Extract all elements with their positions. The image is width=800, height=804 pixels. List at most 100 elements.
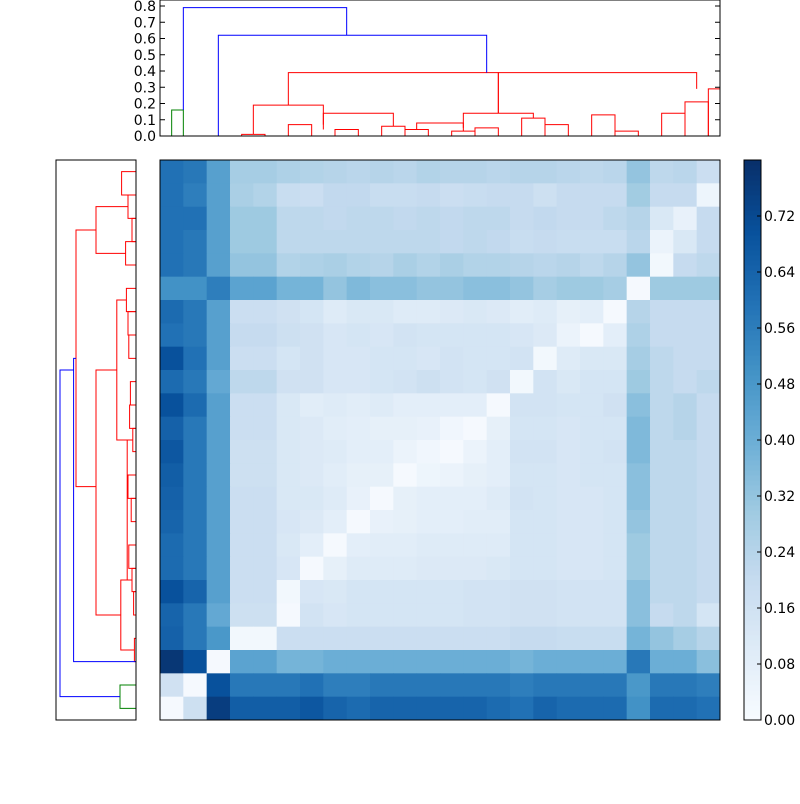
heatmap-cell	[230, 276, 254, 301]
heatmap-cell	[696, 673, 721, 698]
heatmap-cell	[626, 440, 651, 464]
colorbar-segment	[744, 315, 761, 321]
heatmap-cell	[510, 696, 534, 721]
heatmap-cell	[416, 346, 441, 371]
heatmap-cell	[556, 440, 581, 464]
dendrogram-link	[451, 130, 476, 136]
heatmap-cell	[183, 673, 208, 698]
heatmap-cell	[393, 300, 418, 324]
heatmap-cell	[603, 673, 628, 698]
heatmap-cell	[300, 463, 324, 488]
colorbar-segment	[744, 470, 761, 476]
heatmap-cell	[416, 253, 441, 278]
heatmap-cell	[230, 323, 254, 348]
heatmap-cell	[276, 416, 301, 441]
heatmap-cell	[323, 696, 348, 721]
heatmap-cell	[416, 230, 441, 254]
heatmap-cell	[510, 206, 534, 231]
colorbar-segment	[744, 570, 761, 576]
colorbar-segment	[744, 325, 761, 331]
heatmap-cell	[626, 533, 651, 558]
heatmap-cell	[626, 486, 651, 511]
heatmap-cell	[323, 393, 348, 418]
heatmap-cell	[463, 626, 488, 651]
heatmap-cell	[160, 276, 184, 301]
colorbar-segment	[744, 645, 761, 651]
dendrogram-link	[133, 591, 136, 616]
heatmap-cell	[160, 230, 184, 254]
heatmap-cell	[580, 533, 604, 558]
heatmap-cell	[230, 463, 254, 488]
colorbar-segment	[744, 475, 761, 481]
heatmap-cell	[160, 603, 184, 628]
colorbar-segment	[744, 230, 761, 236]
heatmap-cell	[440, 370, 464, 394]
heatmap-cell	[183, 323, 208, 348]
heatmap-cell	[463, 650, 488, 674]
heatmap-cell	[346, 603, 371, 628]
heatmap-cell	[673, 603, 698, 628]
dendrogram-link	[129, 404, 136, 429]
heatmap-cell	[230, 673, 254, 698]
heatmap-cell	[533, 253, 558, 278]
heatmap-cell	[486, 346, 511, 371]
heatmap-cell	[393, 206, 418, 231]
heatmap-cell	[486, 673, 511, 698]
heatmap-cell	[416, 183, 441, 208]
heatmap-cell	[580, 650, 604, 674]
dendrogram-link	[591, 114, 616, 136]
heatmap-cell	[300, 486, 324, 511]
colorbar-segment	[744, 620, 761, 626]
heatmap-cell	[626, 160, 651, 184]
heatmap-cell	[230, 253, 254, 278]
heatmap-cell	[463, 416, 488, 441]
heatmap-cell	[696, 276, 721, 301]
heatmap-cell	[206, 603, 231, 628]
heatmap-cell	[393, 673, 418, 698]
heatmap-cell	[580, 206, 604, 231]
colorbar-segment	[744, 690, 761, 696]
heatmap-cell	[486, 253, 511, 278]
colorbar-tick-label: 0.00	[764, 713, 795, 729]
heatmap-cell	[300, 696, 324, 721]
heatmap-cell	[533, 370, 558, 394]
dendrogram-link	[95, 206, 128, 254]
heatmap-cell	[603, 626, 628, 651]
colorbar-tick-label: 0.48	[764, 377, 795, 393]
heatmap-cell	[370, 416, 394, 441]
colorbar-segment	[744, 515, 761, 521]
dendrogram-link	[521, 117, 546, 136]
heatmap-cell	[603, 650, 628, 674]
heatmap-cell	[696, 160, 721, 184]
heatmap-cell	[510, 346, 534, 371]
heatmap-cell	[183, 230, 208, 254]
heatmap-cell	[673, 650, 698, 674]
heatmap-cell	[253, 323, 278, 348]
colorbar-tick-label: 0.24	[764, 545, 795, 561]
heatmap-cell	[416, 556, 441, 581]
heatmap-cell	[626, 323, 651, 348]
dendrogram-link	[121, 171, 136, 196]
heatmap-cell	[253, 463, 278, 488]
colorbar-segment	[744, 165, 761, 171]
colorbar-segment	[744, 205, 761, 211]
heatmap-cell	[696, 510, 721, 534]
heatmap-cell	[556, 416, 581, 441]
heatmap-cell	[533, 393, 558, 418]
heatmap-cell	[510, 603, 534, 628]
y-tick-label: 0.7	[134, 15, 156, 31]
colorbar-segment	[744, 655, 761, 661]
heatmap-cell	[370, 580, 394, 604]
heatmap-cell	[230, 346, 254, 371]
heatmap-cell	[253, 160, 278, 184]
heatmap-cell	[626, 650, 651, 674]
heatmap-cell	[206, 300, 231, 324]
heatmap-cell	[673, 253, 698, 278]
heatmap-cell	[276, 206, 301, 231]
heatmap-cell	[603, 533, 628, 558]
heatmap	[159, 159, 721, 721]
heatmap-cell	[673, 300, 698, 324]
heatmap-cell	[510, 650, 534, 674]
heatmap-cell	[346, 440, 371, 464]
heatmap-cell	[160, 463, 184, 488]
